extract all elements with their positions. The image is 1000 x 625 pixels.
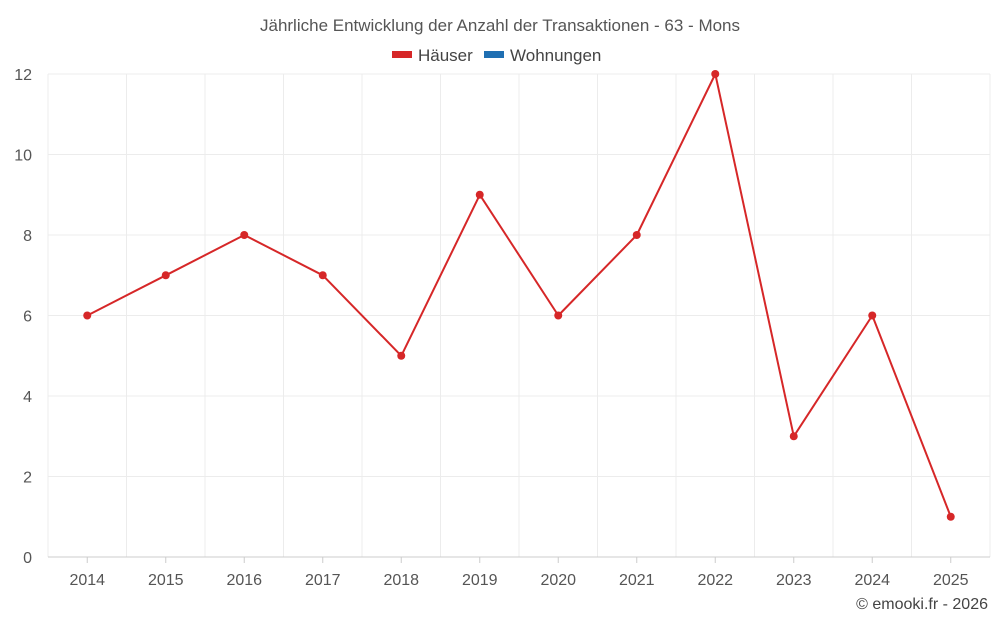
y-tick-label: 8 (23, 228, 32, 245)
y-tick-label: 2 (23, 470, 32, 487)
x-tick-label: 2025 (933, 572, 969, 589)
data-point[interactable] (946, 512, 955, 521)
x-axis-ticks: 2014 2015 2016 2017 2018 2019 2020 2021 2022 2023… (69, 557, 969, 589)
x-tick-label: 2020 (540, 572, 576, 589)
x-tick-label: 2021 (619, 572, 655, 589)
x-tick-label: 2019 (462, 572, 498, 589)
data-point[interactable] (240, 231, 249, 239)
y-tick-label: 4 (23, 389, 32, 406)
data-point[interactable] (554, 311, 563, 320)
data-point[interactable] (83, 311, 92, 320)
x-tick-label: 2018 (383, 572, 419, 589)
data-point[interactable] (789, 432, 798, 441)
x-tick-label: 2016 (226, 572, 262, 589)
legend: Häuser Wohnungen (392, 46, 601, 65)
y-tick-label: 12 (14, 67, 32, 84)
data-point[interactable] (161, 271, 170, 280)
legend-label-wohnungen[interactable]: Wohnungen (510, 46, 601, 65)
series-group (83, 70, 955, 521)
x-tick-label: 2014 (69, 572, 105, 589)
y-axis-ticks: 0 2 4 6 8 10 12 (14, 67, 32, 567)
x-tick-label: 2023 (776, 572, 812, 589)
chart-title: Jährliche Entwicklung der Anzahl der Tra… (260, 16, 740, 35)
x-tick-label: 2024 (854, 572, 890, 589)
legend-swatch-haeuser (392, 51, 412, 58)
data-point[interactable] (711, 70, 720, 78)
y-tick-label: 0 (23, 550, 32, 567)
credit-text: © emooki.fr - 2026 (856, 596, 988, 613)
legend-label-haeuser[interactable]: Häuser (418, 46, 473, 65)
x-gridlines (47, 74, 991, 557)
y-tick-label: 6 (23, 309, 32, 326)
series-line-0 (86, 73, 952, 518)
data-point[interactable] (632, 231, 641, 239)
data-point[interactable] (318, 271, 327, 280)
y-tick-label: 10 (14, 148, 32, 165)
legend-swatch-wohnungen (484, 51, 504, 58)
x-tick-label: 2017 (305, 572, 341, 589)
data-point[interactable] (397, 351, 406, 360)
data-point[interactable] (475, 190, 484, 199)
data-point[interactable] (868, 311, 877, 320)
x-tick-label: 2015 (148, 572, 184, 589)
x-tick-label: 2022 (697, 572, 733, 589)
